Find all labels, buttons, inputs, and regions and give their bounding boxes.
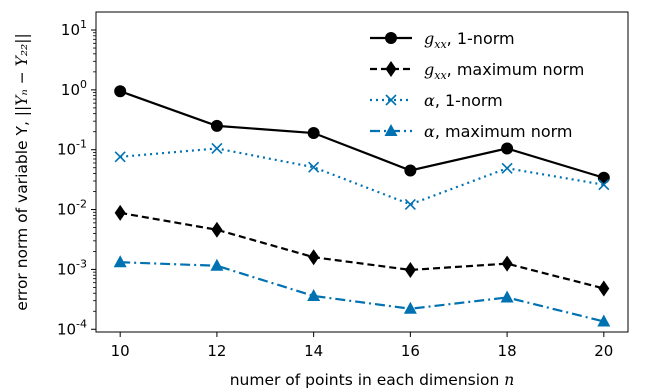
data-point: [308, 161, 320, 173]
legend-entry: α, maximum norm: [370, 122, 573, 141]
data-point: [501, 255, 513, 272]
data-point: [501, 162, 513, 174]
legend-marker: [384, 124, 398, 136]
legend-entry: gxx, 1-norm: [370, 29, 515, 51]
data-point: [307, 127, 320, 140]
y-axis-label: error norm of variable Y, ||Yₙ − Y₂₂||: [13, 33, 31, 310]
x-tick-label: 20: [594, 342, 613, 360]
data-point: [210, 119, 223, 132]
data-point: [597, 314, 611, 327]
data-point: [211, 221, 223, 238]
series-line: [119, 90, 605, 179]
data-point: [597, 171, 610, 184]
x-tick-label: 18: [498, 342, 517, 360]
x-axis-label: numer of points in each dimension n: [230, 371, 515, 389]
legend-marker: [385, 61, 397, 77]
legend-label: α, 1-norm: [424, 91, 503, 110]
data-point: [308, 249, 320, 266]
data-point: [307, 288, 321, 301]
series-line: [120, 261, 605, 323]
x-tick-label: 16: [401, 342, 420, 360]
data-point: [501, 142, 514, 155]
data-point: [500, 290, 514, 303]
series-0: [114, 85, 610, 184]
data-point: [114, 85, 127, 98]
data-point: [114, 204, 126, 221]
series-1: [114, 204, 610, 297]
data-point: [598, 280, 610, 297]
legend-label: α, maximum norm: [424, 122, 573, 141]
data-point: [113, 255, 127, 268]
plot-area: [113, 85, 611, 327]
series-line: [119, 211, 605, 290]
x-tick-label: 12: [207, 342, 226, 360]
data-point: [598, 179, 610, 191]
data-point: [404, 164, 417, 177]
legend-entry: gxx, maximum norm: [370, 60, 584, 82]
x-tick-label: 10: [111, 342, 130, 360]
legend-marker: [385, 32, 397, 44]
y-tick-label: 10-3: [57, 257, 87, 278]
series-3: [113, 255, 611, 327]
data-point: [210, 258, 224, 271]
data-point: [404, 261, 416, 278]
legend-label: gxx, maximum norm: [424, 60, 584, 82]
x-tick-label: 14: [304, 342, 323, 360]
y-tick-label: 10-2: [57, 198, 87, 219]
y-tick-label: 101: [61, 18, 87, 39]
legend-entry: α, 1-norm: [370, 91, 503, 110]
axes: 10 12 14 16 18 20 101 100 10-1 10-2 10-3 10-4: [57, 11, 629, 360]
plot-frame: [95, 11, 629, 333]
data-point: [403, 301, 417, 314]
data-point: [114, 151, 126, 163]
legend-marker: [385, 94, 397, 106]
series-2: [114, 142, 610, 210]
data-point: [404, 198, 416, 210]
y-tick-label: 100: [61, 78, 87, 99]
legend: gxx, 1-norm gxx, maximum norm α, 1-norm α, …: [370, 29, 584, 141]
y-tick-label: 10-1: [57, 138, 87, 159]
legend-label: gxx, 1-norm: [424, 29, 515, 51]
y-tick-label: 10-4: [57, 317, 87, 338]
series-line: [120, 147, 605, 206]
data-point: [211, 142, 223, 155]
